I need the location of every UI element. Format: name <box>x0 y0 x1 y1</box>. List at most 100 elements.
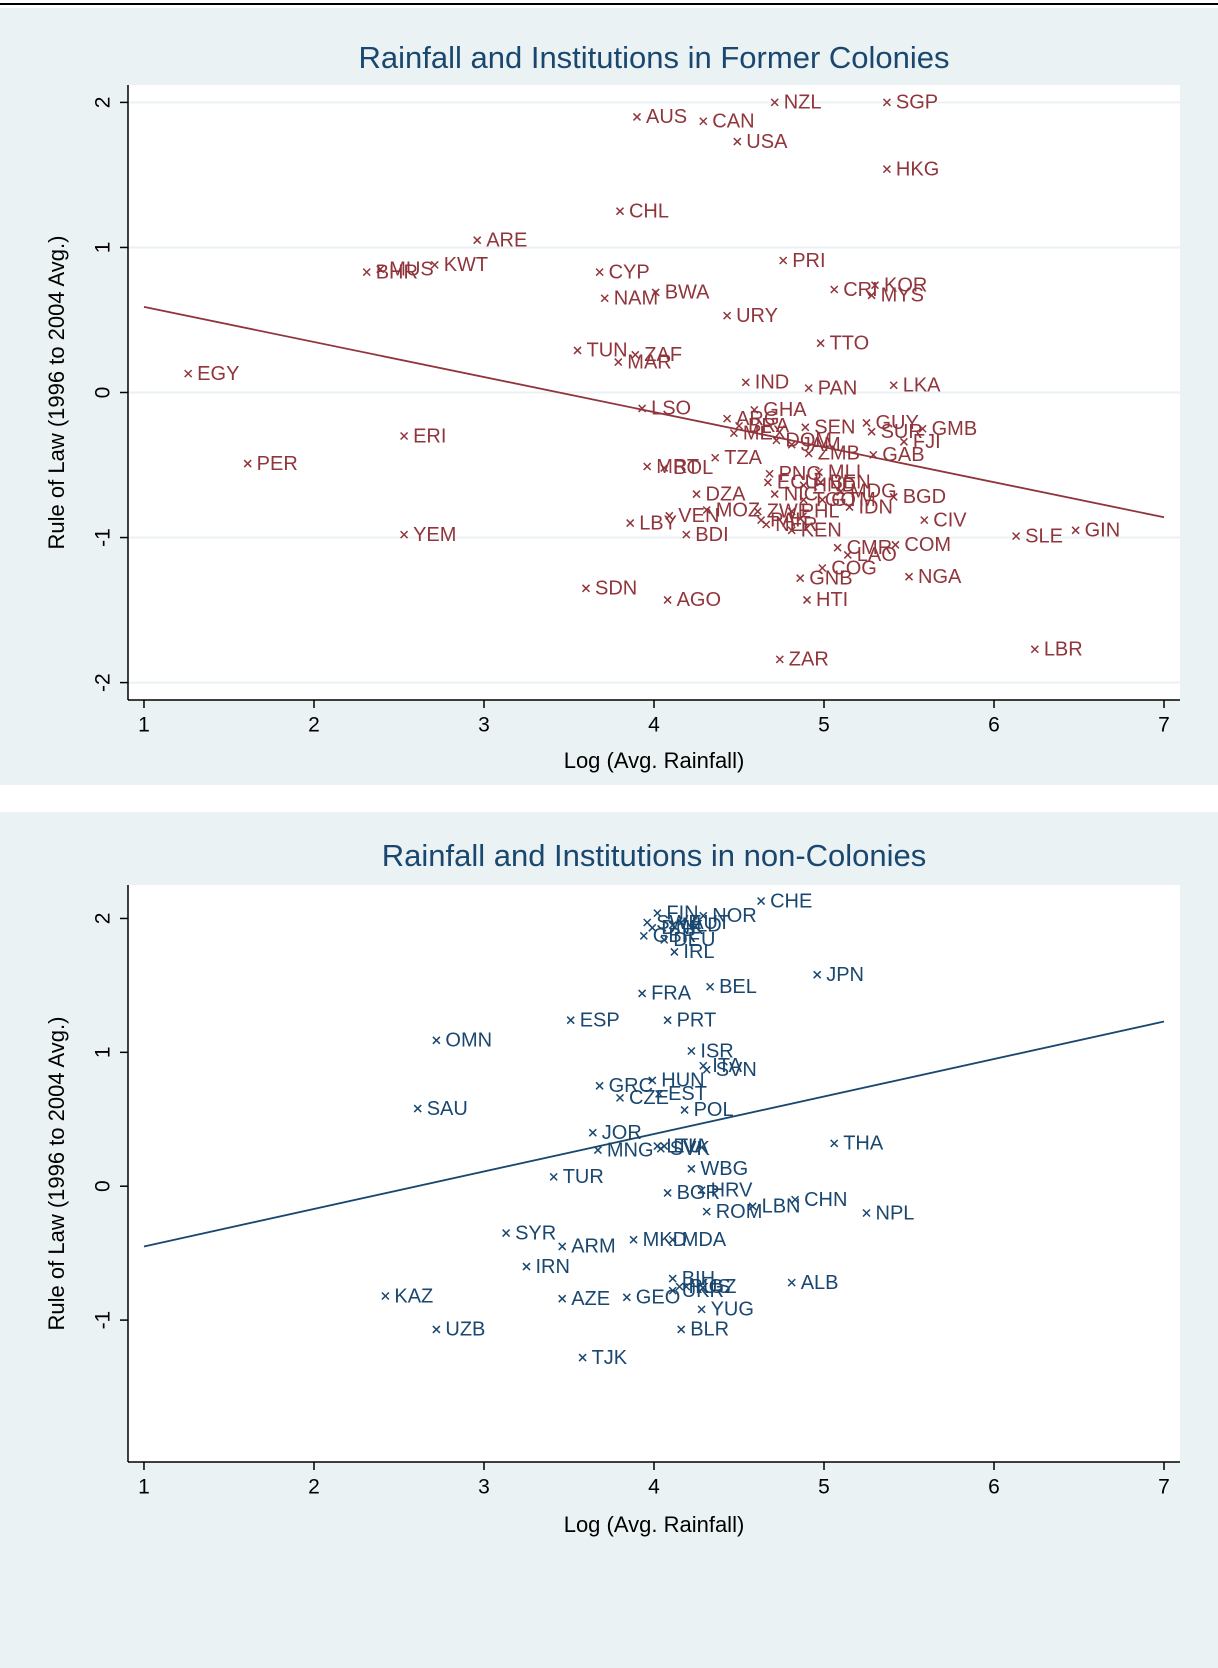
point-marker <box>816 478 825 487</box>
point-marker <box>668 1274 677 1283</box>
point-marker <box>578 1353 587 1362</box>
point-marker <box>699 911 708 920</box>
x-axis-label: Log (Avg. Rainfall) <box>564 748 745 773</box>
point-marker <box>660 463 669 472</box>
point-label: ZWE <box>767 501 811 523</box>
point-label: GNB <box>809 567 852 589</box>
x-tick-label: 2 <box>308 1476 320 1499</box>
point-label: SVK <box>670 1138 711 1160</box>
point-marker <box>558 1294 567 1303</box>
point-marker <box>648 1076 657 1085</box>
point-label: GEO <box>636 1287 680 1309</box>
fit-line <box>143 1020 1165 1248</box>
point-label: MLI <box>828 462 861 484</box>
point-marker <box>663 1016 672 1025</box>
point-marker <box>899 437 908 446</box>
point-label: COM <box>904 534 951 556</box>
point-marker <box>813 970 822 979</box>
point-label: DNK <box>661 917 704 939</box>
point-marker <box>622 1293 631 1302</box>
point-label: GHA <box>763 399 807 421</box>
x-tick-label: 4 <box>648 1476 660 1499</box>
point-marker <box>862 418 871 427</box>
point-marker <box>867 291 876 300</box>
y-tick-label: 0 <box>92 1180 115 1192</box>
point-label: GIN <box>1085 520 1121 542</box>
point-label: ZAR <box>789 649 829 671</box>
point-marker <box>711 453 720 462</box>
point-marker <box>869 450 878 459</box>
point-marker <box>614 358 623 367</box>
point-marker <box>1071 526 1080 535</box>
point-label: LTU <box>666 1135 702 1157</box>
point-marker <box>502 1229 511 1238</box>
point-label: DOM <box>785 430 832 452</box>
point-label: KEN <box>801 520 842 542</box>
y-tick-label: -1 <box>92 528 115 547</box>
point-marker <box>400 431 409 441</box>
point-label: NLD <box>682 914 722 936</box>
point-label: KOR <box>884 274 927 296</box>
point-marker <box>595 268 604 277</box>
point-marker <box>362 268 371 277</box>
point-marker <box>833 543 842 552</box>
y-tick-label: 2 <box>92 913 115 925</box>
point-label: MRT <box>656 456 699 478</box>
point-marker <box>843 550 852 559</box>
point-label: CYP <box>609 261 650 283</box>
point-label: BIH <box>682 1268 715 1290</box>
point-marker <box>432 1036 441 1045</box>
point-label: PAK <box>770 509 809 531</box>
point-label: UKR <box>682 1280 724 1302</box>
point-marker <box>588 1128 597 1137</box>
chart-title: Rainfall and Institutions in Former Colo… <box>359 40 950 75</box>
point-marker <box>787 1278 796 1287</box>
y-axis-label: Rule of Law (1996 to 2004 Avg.) <box>44 236 69 550</box>
point-label: BEN <box>830 472 871 494</box>
point-label: SAU <box>427 1098 468 1120</box>
point-label: CHL <box>629 200 669 222</box>
point-marker <box>765 469 774 478</box>
point-label: MEX <box>743 422 786 444</box>
point-marker <box>723 414 732 423</box>
point-label: CMR <box>847 537 893 559</box>
point-label: USA <box>746 131 788 153</box>
point-label: AZE <box>571 1288 610 1310</box>
point-marker <box>779 256 788 265</box>
point-label: TJK <box>592 1347 628 1369</box>
point-marker <box>799 495 808 504</box>
point-marker <box>629 1235 638 1244</box>
point-label: MKD <box>643 1229 687 1251</box>
point-label: THA <box>843 1133 884 1155</box>
point-label: KAZ <box>394 1285 433 1307</box>
point-marker <box>668 1235 677 1244</box>
point-marker <box>638 404 647 413</box>
point-marker <box>830 285 839 294</box>
point-label: MOZ <box>716 499 760 521</box>
point-label: NGA <box>918 566 962 588</box>
point-marker <box>648 923 657 932</box>
point-marker <box>660 935 669 944</box>
point-label: POL <box>694 1099 734 1121</box>
point-label: DEU <box>673 929 715 951</box>
point-marker <box>787 507 796 516</box>
point-marker <box>638 989 647 998</box>
point-label: CHE <box>770 890 812 912</box>
point-label: SYR <box>515 1222 556 1244</box>
point-marker <box>702 1207 711 1216</box>
point-label: ESP <box>580 1009 620 1031</box>
point-marker <box>763 478 772 487</box>
point-marker <box>400 530 409 539</box>
point-label: NAM <box>614 288 658 310</box>
point-label: ROM <box>716 1201 763 1223</box>
point-marker <box>870 281 880 290</box>
point-label: CHN <box>804 1189 847 1211</box>
point-label: LAO <box>857 544 897 566</box>
x-tick-label: 1 <box>138 1476 150 1499</box>
point-label: SUR <box>881 421 923 443</box>
point-label: GAB <box>882 444 924 466</box>
point-label: HRV <box>711 1180 754 1202</box>
point-marker <box>702 1065 711 1074</box>
point-label: BEL <box>719 976 757 998</box>
point-label: HKG <box>896 158 939 180</box>
